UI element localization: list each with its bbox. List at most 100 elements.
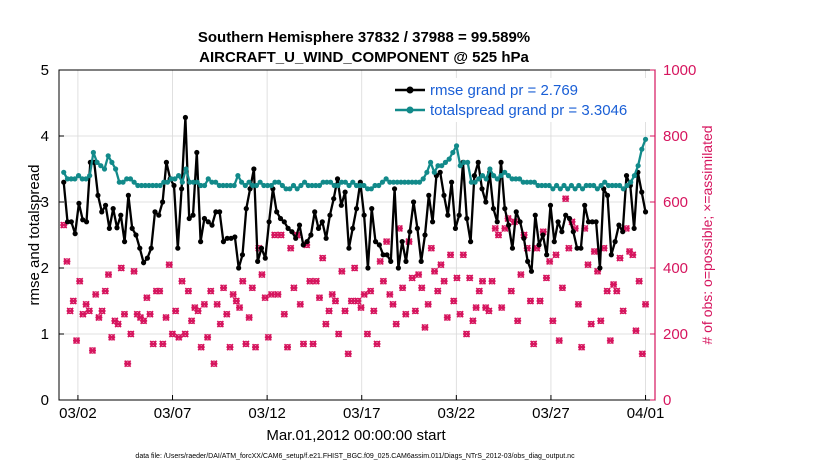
totalspread-point	[179, 179, 185, 185]
totalspread-point	[424, 169, 430, 175]
rmse-point	[563, 212, 569, 218]
obs-assimilated-marker	[283, 343, 292, 351]
rmse-point	[464, 215, 470, 222]
totalspread-point	[487, 166, 493, 172]
obs-assimilated-marker	[370, 307, 378, 315]
totalspread-point	[591, 182, 597, 189]
totalspread-point	[524, 179, 530, 185]
totalspread-point	[450, 149, 456, 156]
obs-assimilated-marker	[264, 333, 272, 341]
obs-assimilated-marker	[66, 307, 74, 315]
obs-assimilated-marker	[446, 251, 455, 259]
totalspread-point	[109, 159, 115, 165]
totalspread-point	[198, 182, 204, 189]
totalspread-point	[346, 182, 352, 189]
totalspread-point	[505, 173, 512, 179]
totalspread-point	[628, 179, 634, 185]
totalspread-point	[587, 182, 593, 189]
obs-assimilated-marker	[312, 277, 320, 285]
obs-assimilated-marker	[146, 310, 154, 318]
obs-assimilated-marker	[88, 346, 97, 355]
rmse-point	[277, 215, 284, 222]
totalspread-point	[305, 182, 311, 189]
totalspread-point	[250, 182, 256, 189]
rmse-point	[376, 242, 382, 248]
totalspread-point	[416, 179, 423, 185]
x-tick-label: 03/02	[59, 405, 97, 422]
totalspread-point	[201, 182, 208, 189]
legend: rmse grand pr = 2.769 totalspread grand …	[390, 78, 652, 122]
rmse-point	[570, 229, 576, 235]
obs-assimilated-marker	[140, 317, 148, 325]
obs-assimilated-marker	[124, 360, 132, 368]
totalspread-point	[253, 182, 260, 189]
totalspread-point	[476, 176, 482, 182]
obs-assimilated-marker	[421, 323, 429, 331]
totalspread-point	[465, 159, 471, 165]
totalspread-point	[390, 179, 397, 185]
totalspread-point	[261, 182, 267, 189]
totalspread-point	[339, 179, 345, 185]
rmse-point	[642, 209, 649, 215]
obs-assimilated-marker	[376, 257, 384, 265]
totalspread-point	[113, 166, 119, 172]
obs-assimilated-marker	[213, 300, 221, 308]
rmse-point	[452, 225, 459, 231]
rmse-point	[319, 219, 325, 225]
totalspread-point	[513, 176, 519, 182]
rmse-point	[623, 173, 630, 179]
rmse-point	[429, 219, 436, 225]
rmse-point	[121, 239, 128, 245]
totalspread-point	[146, 182, 152, 189]
totalspread-point	[583, 182, 589, 189]
rmse-point	[456, 212, 462, 218]
rmse-point	[521, 235, 527, 241]
rmse-point	[449, 179, 455, 185]
totalspread-point	[379, 179, 386, 185]
rmse-point	[604, 192, 611, 198]
obs-assimilated-marker	[95, 313, 103, 322]
totalspread-point	[439, 163, 445, 169]
obs-assimilated-marker	[408, 274, 416, 282]
obs-assimilated-marker	[143, 294, 151, 302]
obs-assimilated-marker	[306, 277, 314, 285]
x-tick-label: 03/17	[343, 405, 381, 422]
totalspread-point	[609, 182, 615, 189]
obs-assimilated-marker	[156, 287, 164, 295]
rmse-point	[163, 159, 170, 165]
rmse-point	[426, 192, 432, 198]
obs-assimilated-marker	[315, 294, 324, 302]
rmse-point	[239, 252, 246, 258]
y-axis-right-ticks: 0 200 400 600 800 1000	[650, 62, 696, 409]
obs-assimilated-marker	[434, 287, 442, 295]
rmse-point	[593, 219, 599, 225]
totalspread-point	[468, 179, 474, 185]
totalspread-point	[539, 182, 545, 189]
totalspread-point	[531, 179, 537, 185]
totalspread-point	[239, 179, 245, 185]
y-axis-left-ticks: 0 1 2 3 4 5	[41, 62, 64, 409]
obs-assimilated-marker	[69, 297, 77, 305]
totalspread-point	[153, 182, 159, 189]
obs-assimilated-marker	[549, 317, 557, 325]
totalspread-point	[279, 182, 285, 189]
totalspread-point	[213, 179, 219, 185]
totalspread-point	[431, 169, 437, 175]
totalspread-point	[402, 179, 408, 185]
obs-assimilated-marker	[184, 287, 192, 295]
totalspread-point	[365, 186, 371, 192]
rmse-point	[327, 212, 333, 218]
obs-assimilated-marker	[194, 307, 202, 315]
obs-assimilated-marker	[197, 343, 205, 351]
rmse-point	[95, 192, 101, 198]
totalspread-point	[209, 179, 215, 185]
rmse-point	[331, 196, 337, 202]
rmse-point	[156, 212, 162, 218]
obs-assimilated-marker	[274, 290, 282, 298]
obs-assimilated-marker	[322, 320, 330, 328]
legend-spread-label: totalspread grand pr = 3.3046	[430, 102, 627, 119]
totalspread-point	[64, 176, 71, 182]
rmse-point	[445, 212, 451, 218]
totalspread-point	[231, 182, 237, 189]
obs-assimilated-marker	[367, 287, 375, 295]
